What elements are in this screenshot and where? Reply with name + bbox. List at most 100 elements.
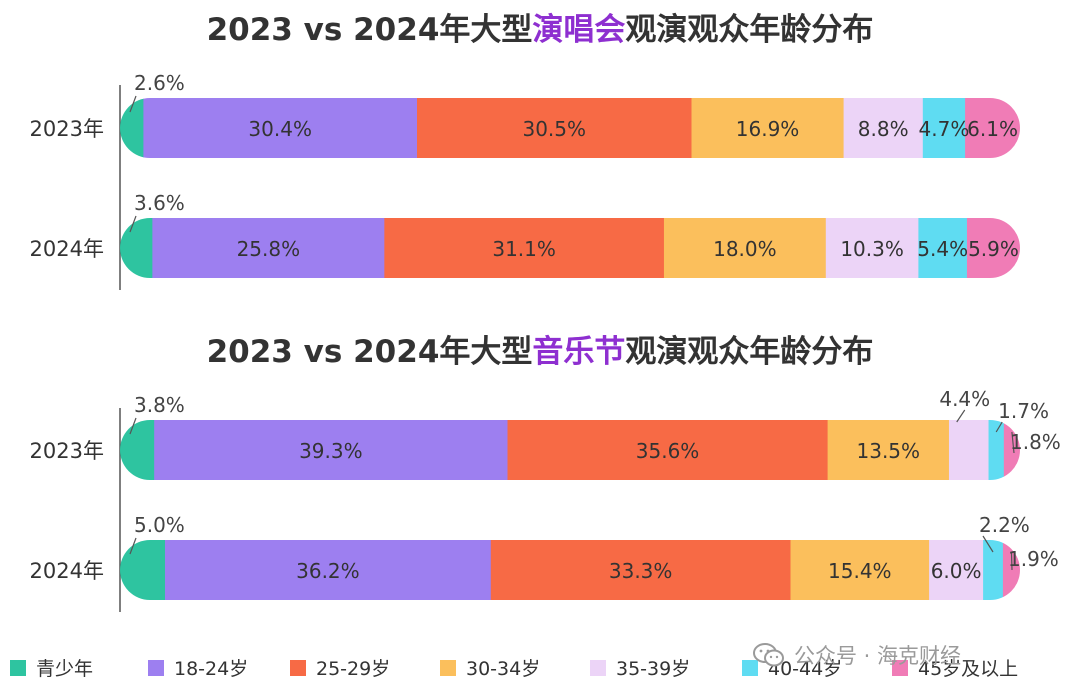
data-label: 8.8%: [858, 117, 909, 141]
data-label: 18.0%: [713, 237, 777, 261]
stacked-bar: [120, 540, 1020, 600]
label-leader: [956, 409, 966, 423]
bar-segment: [965, 98, 1020, 158]
legend-swatch: [440, 660, 456, 676]
data-label: 1.7%: [998, 399, 1049, 423]
category-label: 2023年: [30, 439, 104, 463]
label-leader: [982, 535, 994, 553]
data-label: 30.4%: [248, 117, 312, 141]
data-label: 39.3%: [299, 439, 363, 463]
data-label: 35.6%: [636, 439, 700, 463]
label-leader: [1010, 551, 1013, 571]
legend-label: 青少年: [36, 658, 93, 680]
data-label: 13.5%: [857, 439, 921, 463]
bar-segment: [120, 540, 166, 600]
bar-segment: [691, 98, 845, 158]
bar-segment: [827, 420, 950, 480]
label-leader: [129, 215, 137, 233]
bar-segment: [988, 420, 1005, 480]
data-label: 33.3%: [609, 559, 673, 583]
data-label: 2.2%: [979, 513, 1030, 537]
bar-segment: [825, 218, 919, 278]
label-leader: [995, 421, 1003, 433]
chart-title: 2023 vs 2024年大型演唱会观演观众年龄分布: [207, 12, 874, 48]
data-label: 6.1%: [967, 117, 1018, 141]
title-highlight: 音乐节: [532, 334, 625, 370]
data-label: 25.8%: [237, 237, 301, 261]
bar-segment: [165, 540, 492, 600]
data-label: 4.4%: [939, 387, 990, 411]
bar-segment: [154, 420, 509, 480]
data-label: 1.8%: [1010, 430, 1061, 454]
legend-swatch: [590, 660, 606, 676]
stacked-bar: [120, 218, 1020, 278]
bar-segment: [384, 218, 665, 278]
bar-segment: [843, 98, 924, 158]
data-label: 36.2%: [296, 559, 360, 583]
bar-segment: [966, 218, 1020, 278]
legend-label: 45岁及以上: [918, 658, 1018, 680]
bar-segment: [1003, 420, 1020, 480]
bar-segment: [922, 98, 966, 158]
data-label: 16.9%: [736, 117, 800, 141]
data-label: 3.8%: [134, 393, 185, 417]
bar-segment: [918, 218, 968, 278]
bar-segment: [120, 98, 144, 158]
title-highlight: 演唱会: [532, 12, 625, 48]
data-label: 5.0%: [134, 513, 185, 537]
title-part: 2023 vs 2024年大型: [207, 334, 533, 370]
bar-segment: [152, 218, 385, 278]
legend-label: 30-34岁: [466, 658, 540, 680]
data-label: 4.7%: [919, 117, 970, 141]
legend: 青少年 18-24岁 25-29岁 30-34岁 35-39岁 40-44岁 45岁及以上: [10, 658, 1018, 680]
data-label: 5.4%: [917, 237, 968, 261]
label-leader: [129, 417, 137, 435]
data-label: 2.6%: [134, 71, 185, 95]
legend-label: 35-39岁: [616, 658, 690, 680]
data-label: 5.9%: [968, 237, 1019, 261]
data-label: 1.9%: [1008, 547, 1059, 571]
bar-segment: [663, 218, 827, 278]
bar-segment: [143, 98, 418, 158]
category-label: 2024年: [30, 237, 104, 261]
bar-segment: [507, 420, 829, 480]
legend-label: 25-29岁: [316, 658, 390, 680]
stacked-bar: [120, 98, 1020, 158]
wechat-icon: [752, 642, 786, 668]
watermark-text: 公众号 · 海克财经: [794, 644, 962, 668]
legend-label: 40-44岁: [768, 658, 842, 680]
title-part: 观演观众年龄分布: [625, 334, 873, 370]
data-label: 15.4%: [828, 559, 892, 583]
watermark: 公众号 · 海克财经: [752, 640, 961, 670]
label-leader: [129, 95, 137, 113]
bar-segment: [790, 540, 930, 600]
bar-segment: [417, 98, 692, 158]
chart-concert: 2023 vs 2024年大型演唱会观演观众年龄分布 2023年 30.4% 30.5…: [30, 12, 1020, 290]
legend-label: 18-24岁: [174, 658, 248, 680]
legend-swatch: [290, 660, 306, 676]
bar-segment: [983, 540, 1004, 600]
label-leader: [129, 537, 137, 555]
bar-segment: [948, 420, 990, 480]
bar-segment: [120, 218, 153, 278]
data-label: 3.6%: [134, 191, 185, 215]
data-label: 31.1%: [492, 237, 556, 261]
data-label: 10.3%: [840, 237, 904, 261]
data-label: 6.0%: [931, 559, 982, 583]
legend-swatch: [892, 660, 908, 676]
legend-swatch: [742, 660, 758, 676]
legend-swatch: [148, 660, 164, 676]
category-label: 2024年: [30, 559, 104, 583]
chart-festival: 2023 vs 2024年大型音乐节观演观众年龄分布 2023年 39.3% 35.6…: [30, 334, 1061, 612]
bar-segment: [929, 540, 984, 600]
data-label: 30.5%: [522, 117, 586, 141]
bar-segment: [490, 540, 791, 600]
category-label: 2023年: [30, 117, 104, 141]
bar-segment: [120, 420, 155, 480]
label-leader: [1011, 431, 1015, 454]
title-part: 观演观众年龄分布: [625, 12, 873, 48]
title-part: 2023 vs 2024年大型: [207, 12, 533, 48]
chart-title: 2023 vs 2024年大型音乐节观演观众年龄分布: [207, 334, 874, 370]
